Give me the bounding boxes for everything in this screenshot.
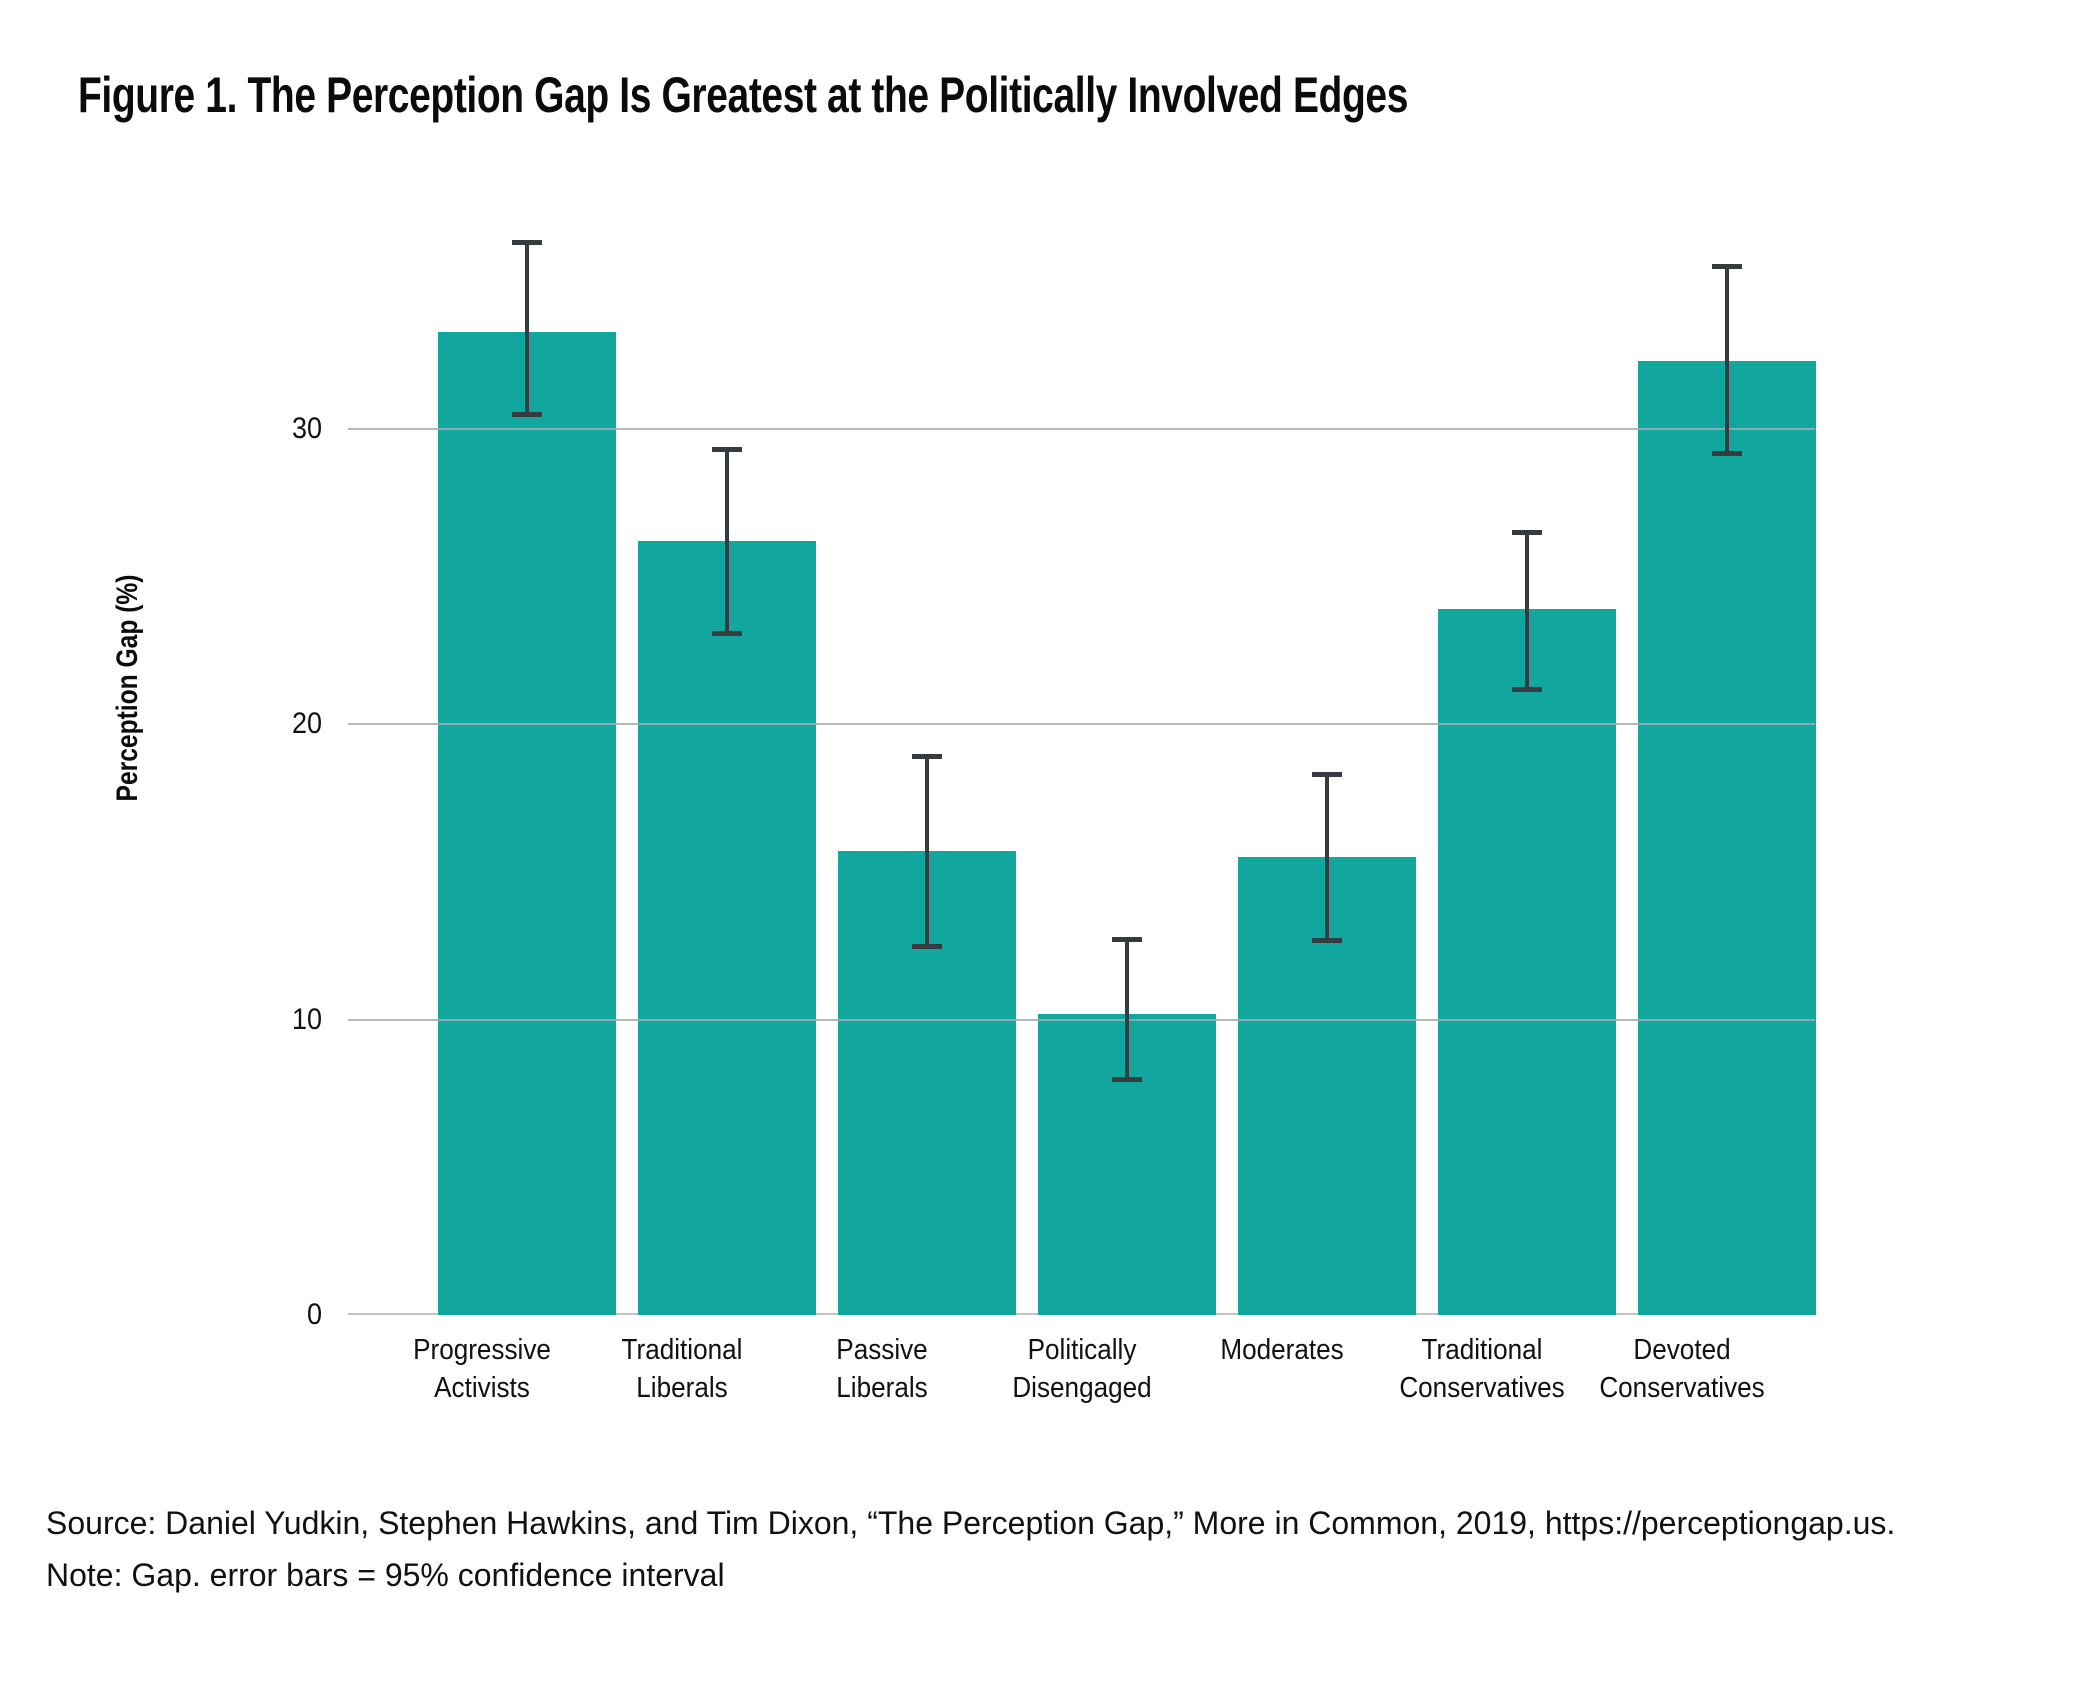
- figure-title: Figure 1. The Perception Gap Is Greatest…: [78, 67, 1409, 123]
- category-label-2: Traditional Liberals: [621, 1334, 743, 1404]
- note-line: Note: Gap. error bars = 95% confidence i…: [46, 1556, 725, 1593]
- bar-2: [638, 541, 816, 1315]
- bars-layer: [393, 150, 1816, 1315]
- y-tick-label-10: 10: [291, 1002, 322, 1036]
- category-label-1: Progressive Activists: [413, 1334, 551, 1404]
- bar-5: [1238, 857, 1416, 1315]
- figure-footer: Source: Daniel Yudkin, Stephen Hawkins, …: [46, 1498, 1895, 1602]
- bar-7: [1638, 361, 1816, 1315]
- y-tick-label-20: 20: [291, 707, 322, 741]
- source-line: Source: Daniel Yudkin, Stephen Hawkins, …: [46, 1505, 1896, 1541]
- bar-6: [1438, 609, 1616, 1315]
- bar-1: [438, 331, 616, 1315]
- y-axis-label: Perception Gap (%): [111, 574, 144, 802]
- category-label-6: Traditional Conservatives: [1399, 1334, 1565, 1404]
- chart-plot-area: [348, 150, 1816, 1315]
- y-tick-label-30: 30: [291, 412, 322, 446]
- category-label-5: Moderates: [1220, 1334, 1344, 1366]
- category-label-4: Politically Disengaged: [1012, 1334, 1152, 1404]
- bar-4: [1038, 1013, 1216, 1315]
- category-label-7: Devoted Conservatives: [1599, 1334, 1765, 1404]
- category-label-3: Passive Liberals: [836, 1334, 928, 1404]
- bar-3: [838, 851, 1016, 1315]
- y-tick-label-0: 0: [306, 1298, 322, 1331]
